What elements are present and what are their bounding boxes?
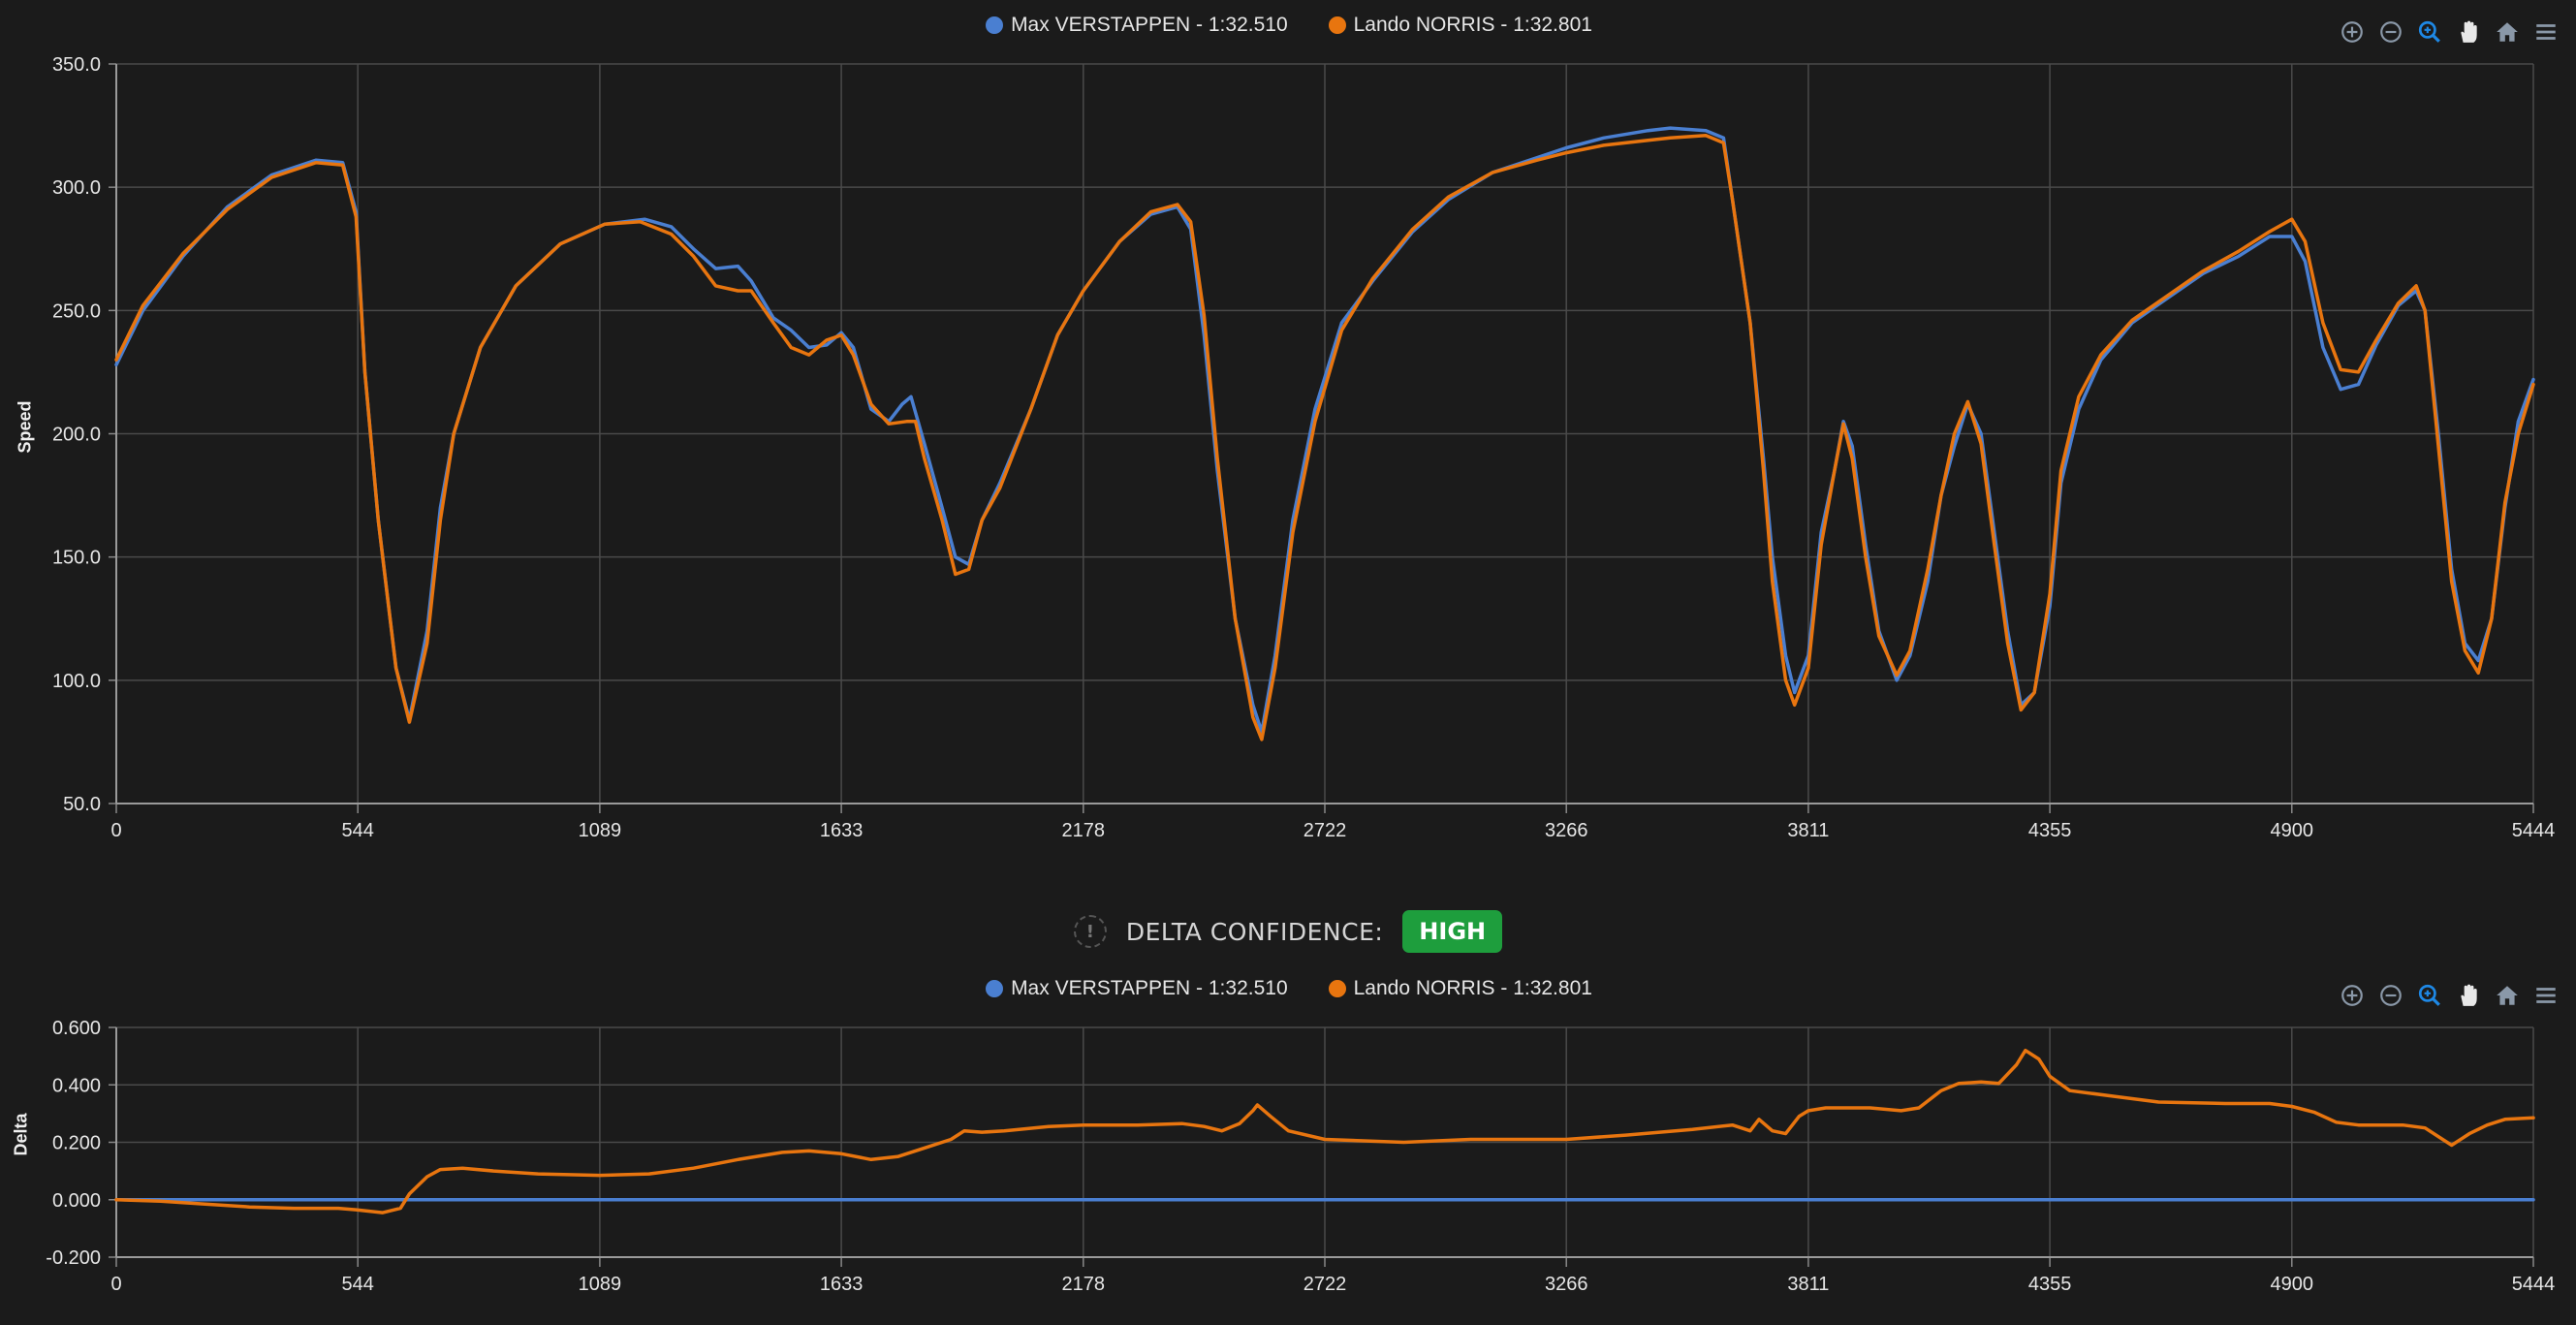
delta-x-tick-label: 3266: [1545, 1274, 1588, 1295]
delta-y-tick-label: 0.200: [52, 1133, 101, 1154]
speed-y-tick-label: 250.0: [52, 300, 101, 322]
legend-item-norris[interactable]: Lando NORRIS - 1:32.801: [1326, 977, 1592, 1000]
zoom-in-icon[interactable]: [2338, 981, 2367, 1010]
delta-series-line-norris: [114, 1048, 2535, 1215]
speed-x-tick-label: 3811: [1787, 820, 1829, 841]
legend-label-verstappen: Max VERSTAPPEN - 1:32.510: [1011, 977, 1288, 999]
menu-icon[interactable]: [2531, 981, 2560, 1010]
delta-x-tick-label: 2722: [1304, 1274, 1347, 1295]
zoom-selection-icon[interactable]: [2415, 17, 2444, 47]
delta-chart-toolbar: [2338, 981, 2560, 1010]
speed-y-tick-label: 200.0: [52, 425, 101, 446]
speed-x-tick-label: 2178: [1062, 820, 1106, 841]
pan-icon[interactable]: [2454, 981, 2483, 1010]
delta-y-tick-label: 0.600: [52, 1018, 101, 1039]
legend-label-verstappen: Max VERSTAPPEN - 1:32.510: [1011, 14, 1288, 36]
legend-label-norris: Lando NORRIS - 1:32.801: [1353, 14, 1592, 36]
delta-x-tick-label: 5444: [2512, 1274, 2556, 1295]
reset-home-icon[interactable]: [2493, 17, 2522, 47]
menu-icon[interactable]: [2531, 17, 2560, 47]
speed-y-tick-label: 150.0: [52, 548, 101, 569]
speed-x-tick-label: 0: [110, 820, 121, 841]
speed-y-tick-label: 100.0: [52, 671, 101, 692]
legend-item-verstappen[interactable]: Max VERSTAPPEN - 1:32.510: [984, 14, 1288, 37]
pan-icon[interactable]: [2454, 17, 2483, 47]
speed-series-line-verstappen: [114, 126, 2535, 734]
reset-home-icon[interactable]: [2493, 981, 2522, 1010]
speed-y-tick-label: 50.0: [63, 794, 101, 815]
speed-x-tick-label: 5444: [2512, 820, 2556, 841]
delta-y-tick-label: 0.400: [52, 1075, 101, 1096]
legend-label-norris: Lando NORRIS - 1:32.801: [1353, 977, 1592, 999]
legend-marker-norris-icon: [1326, 15, 1348, 36]
delta-x-tick-label: 0: [110, 1274, 121, 1295]
delta-confidence-bar: ! DELTA CONFIDENCE: HIGH: [0, 910, 2576, 953]
delta-y-tick-label: 0.000: [52, 1190, 101, 1212]
delta-x-tick-label: 4355: [2028, 1274, 2072, 1295]
delta-y-tick-label: -0.200: [46, 1247, 101, 1269]
speed-x-tick-label: 3266: [1545, 820, 1588, 841]
zoom-selection-icon[interactable]: [2415, 981, 2444, 1010]
speed-x-tick-label: 4355: [2028, 820, 2072, 841]
delta-x-tick-label: 1089: [579, 1274, 622, 1295]
speed-chart-toolbar: [2338, 17, 2560, 47]
delta-x-tick-label: 2178: [1062, 1274, 1106, 1295]
zoom-out-icon[interactable]: [2376, 17, 2405, 47]
speed-y-tick-label: 300.0: [52, 177, 101, 199]
legend-marker-verstappen-icon: [984, 978, 1006, 999]
delta-x-tick-label: 544: [342, 1274, 374, 1295]
warning-icon[interactable]: !: [1073, 915, 1107, 948]
speed-x-tick-label: 544: [342, 820, 374, 841]
legend-marker-verstappen-icon: [984, 15, 1006, 36]
speed-x-tick-label: 4900: [2271, 820, 2314, 841]
legend-item-verstappen[interactable]: Max VERSTAPPEN - 1:32.510: [984, 977, 1288, 1000]
legend-item-norris[interactable]: Lando NORRIS - 1:32.801: [1326, 14, 1592, 37]
speed-y-tick-label: 350.0: [52, 54, 101, 76]
delta-x-tick-label: 1633: [820, 1274, 864, 1295]
zoom-out-icon[interactable]: [2376, 981, 2405, 1010]
legend-marker-norris-icon: [1326, 978, 1348, 999]
speed-series-line-norris: [114, 134, 2535, 741]
speed-x-tick-label: 1633: [820, 820, 864, 841]
delta-confidence-badge: HIGH: [1402, 910, 1503, 953]
delta-x-tick-label: 4900: [2271, 1274, 2314, 1295]
delta-x-tick-label: 3811: [1787, 1274, 1829, 1295]
zoom-in-icon[interactable]: [2338, 17, 2367, 47]
delta-confidence-label: DELTA CONFIDENCE:: [1125, 917, 1384, 946]
speed-x-tick-label: 2722: [1304, 820, 1347, 841]
speed-x-tick-label: 1089: [579, 820, 622, 841]
speed-chart[interactable]: 50.0 100.0 150.0 200.0 250.0 300.0 350.0 0 544 10…: [0, 0, 2576, 872]
speed-chart-legend: Max VERSTAPPEN - 1:32.510 Lando NORRIS -…: [0, 14, 2576, 37]
delta-chart-legend: Max VERSTAPPEN - 1:32.510 Lando NORRIS -…: [0, 977, 2576, 1000]
